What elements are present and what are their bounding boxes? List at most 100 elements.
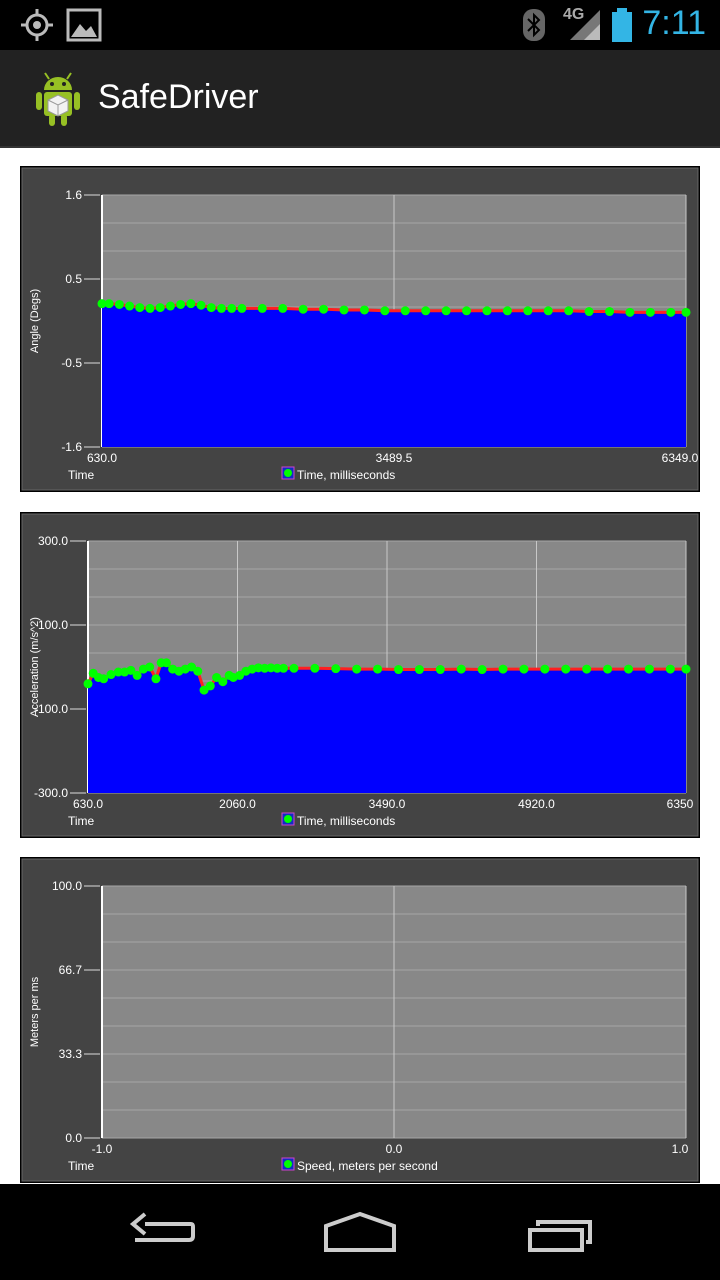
data-point (186, 299, 196, 309)
recent-apps-button[interactable] (508, 1202, 618, 1262)
y-tick-label: 33.3 (59, 1047, 83, 1061)
data-point (441, 306, 451, 316)
data-area (88, 662, 686, 793)
data-point (380, 306, 390, 316)
x-axis-label: Time (68, 1159, 95, 1173)
data-point (272, 663, 282, 673)
data-point (83, 679, 93, 689)
data-point (114, 299, 124, 309)
data-point (310, 663, 320, 673)
x-axis-label: Time (68, 814, 95, 828)
data-point (196, 300, 206, 310)
y-tick-label: -1.6 (61, 440, 82, 454)
legend-marker (284, 469, 292, 477)
data-point (644, 664, 654, 674)
acceleration-chart: 630.0 2060.0 3490.0 4920.0 6350 300.0 100.0 -10… (20, 512, 700, 838)
bluetooth-icon (523, 9, 545, 41)
data-point (482, 306, 492, 316)
data-point (218, 677, 228, 687)
picture-icon (66, 8, 102, 42)
chart-svg: 630.0 3489.5 6349.0 1.6 0.5 -0.5 -1.6 Angle (De… (21, 167, 699, 491)
y-tick-label: -100.0 (34, 702, 68, 716)
x-tick-label: 1.0 (672, 1142, 689, 1156)
data-point (113, 667, 123, 677)
y-tick-label: 100.0 (52, 879, 82, 893)
status-bar: 4G 7:11 (0, 0, 720, 50)
chart-svg: 630.0 2060.0 3490.0 4920.0 6350 300.0 100.0 -10… (21, 513, 699, 837)
y-tick-label: 66.7 (59, 963, 83, 977)
x-tick-label: -1.0 (92, 1142, 113, 1156)
y-tick-label: -0.5 (61, 356, 82, 370)
action-bar: SafeDriver (0, 50, 720, 148)
data-point (394, 665, 403, 675)
y-axis-label: Angle (Degs) (29, 289, 41, 353)
angle-chart: 630.0 3489.5 6349.0 1.6 0.5 -0.5 -1.6 Angle (De… (20, 166, 700, 492)
data-point (624, 664, 633, 674)
data-point (176, 299, 186, 309)
app-title: SafeDriver (98, 78, 259, 116)
data-point (257, 303, 267, 313)
x-tick-label: 630.0 (73, 797, 103, 811)
data-point (206, 303, 216, 313)
y-tick-label: 0.0 (65, 1131, 82, 1145)
clock: 7:11 (642, 4, 706, 42)
data-point (126, 665, 136, 675)
data-point (400, 306, 410, 316)
back-button[interactable] (105, 1202, 215, 1262)
y-tick-label: -300.0 (34, 786, 68, 800)
home-button[interactable] (305, 1202, 415, 1262)
y-tick-label: 300.0 (38, 534, 68, 548)
data-point (319, 304, 329, 314)
data-point (665, 664, 675, 674)
data-point (498, 664, 508, 674)
data-point (666, 307, 676, 317)
x-tick-label: 6350 (667, 797, 694, 811)
x-tick-label: 0.0 (386, 1142, 403, 1156)
data-point (104, 299, 114, 309)
x-axis-label: Time (68, 468, 95, 482)
legend-label: Time, milliseconds (297, 468, 395, 482)
x-tick-label: 2060.0 (219, 797, 256, 811)
data-point (561, 664, 571, 674)
legend: Time, milliseconds (281, 812, 395, 828)
x-tick-label: 3490.0 (369, 797, 406, 811)
gps-icon (21, 9, 53, 41)
y-tick-label: 100.0 (38, 618, 68, 632)
legend-marker (284, 1160, 292, 1168)
battery-icon (612, 8, 632, 42)
legend-label: Speed, meters per second (297, 1159, 438, 1173)
data-point (681, 307, 691, 317)
data-area (102, 303, 686, 447)
data-point (99, 674, 109, 684)
data-point (352, 664, 362, 674)
android-icon[interactable] (30, 68, 86, 128)
network-type: 4G (563, 6, 585, 23)
data-point (625, 307, 635, 317)
data-point (564, 306, 574, 316)
data-point (477, 665, 487, 675)
data-point (289, 663, 299, 673)
data-point (681, 664, 691, 674)
data-point (132, 670, 142, 680)
data-point (519, 664, 529, 674)
data-point (582, 664, 592, 674)
data-point (151, 674, 161, 684)
data-point (135, 303, 145, 313)
x-tick-label: 4920.0 (518, 797, 555, 811)
y-axis-label: Meters per ms (29, 976, 41, 1047)
data-point (421, 306, 431, 316)
data-point (165, 301, 175, 311)
data-point (237, 303, 247, 313)
data-point (462, 306, 472, 316)
data-point (331, 664, 341, 674)
y-tick-label: 1.6 (65, 188, 82, 202)
data-point (145, 662, 155, 672)
data-point (278, 303, 288, 313)
data-point (205, 681, 215, 691)
speed-chart: -1.0 0.0 1.0 100.0 66.7 33.3 0.0 Meters per ms T… (20, 857, 700, 1183)
content-area: 630.0 3489.5 6349.0 1.6 0.5 -0.5 -1.6 Angle (De… (0, 148, 720, 1184)
data-point (161, 658, 171, 668)
legend-marker (284, 815, 292, 823)
data-point (645, 307, 655, 317)
chart-svg: -1.0 0.0 1.0 100.0 66.7 33.3 0.0 Meters per ms T… (21, 858, 699, 1182)
